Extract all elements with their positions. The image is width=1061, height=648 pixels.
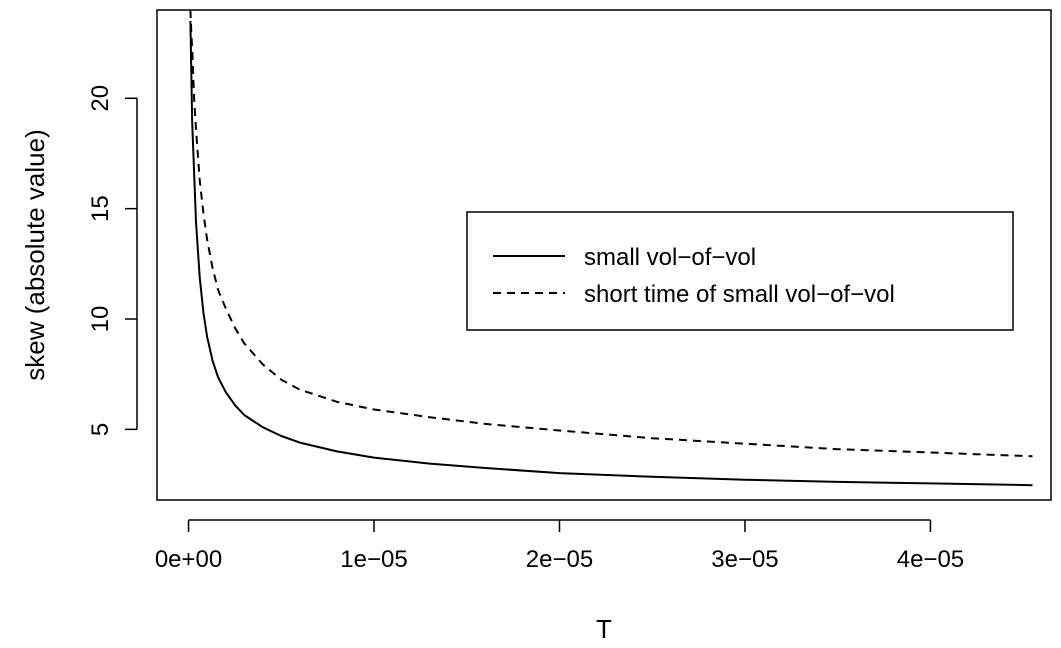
legend-box: [466, 211, 1014, 331]
x-axis-label: T: [596, 614, 612, 644]
x-tick-label: 0e+00: [155, 546, 222, 573]
y-tick-label: 20: [87, 85, 114, 112]
x-axis: 0e+00 1e−05 2e−05 3e−05 4e−05: [155, 519, 964, 573]
y-axis: 5 10 15 20: [87, 85, 138, 436]
x-tick-label: 2e−05: [526, 546, 593, 573]
x-tick-label: 4e−05: [897, 546, 964, 573]
series-layer: [189, 10, 1033, 487]
y-tick-label: 5: [87, 423, 114, 436]
x-tick-label: 1e−05: [340, 546, 407, 573]
y-tick-label: 10: [87, 306, 114, 333]
plot-frame: [156, 9, 1052, 501]
x-tick-label: 3e−05: [711, 546, 778, 573]
series-line-small-vol-of-vol: [189, 20, 1033, 487]
y-tick-label: 15: [87, 195, 114, 222]
legend-label-small-vol-of-vol: small vol−of−vol: [584, 244, 756, 271]
y-axis-label: skew (absolute value): [20, 129, 50, 380]
legend-label-short-time: short time of small vol−of−vol: [584, 281, 895, 308]
legend: small vol−of−vol short time of small vol…: [466, 211, 1014, 331]
series-line-short-time-small-vol-of-vol: [189, 10, 1033, 458]
